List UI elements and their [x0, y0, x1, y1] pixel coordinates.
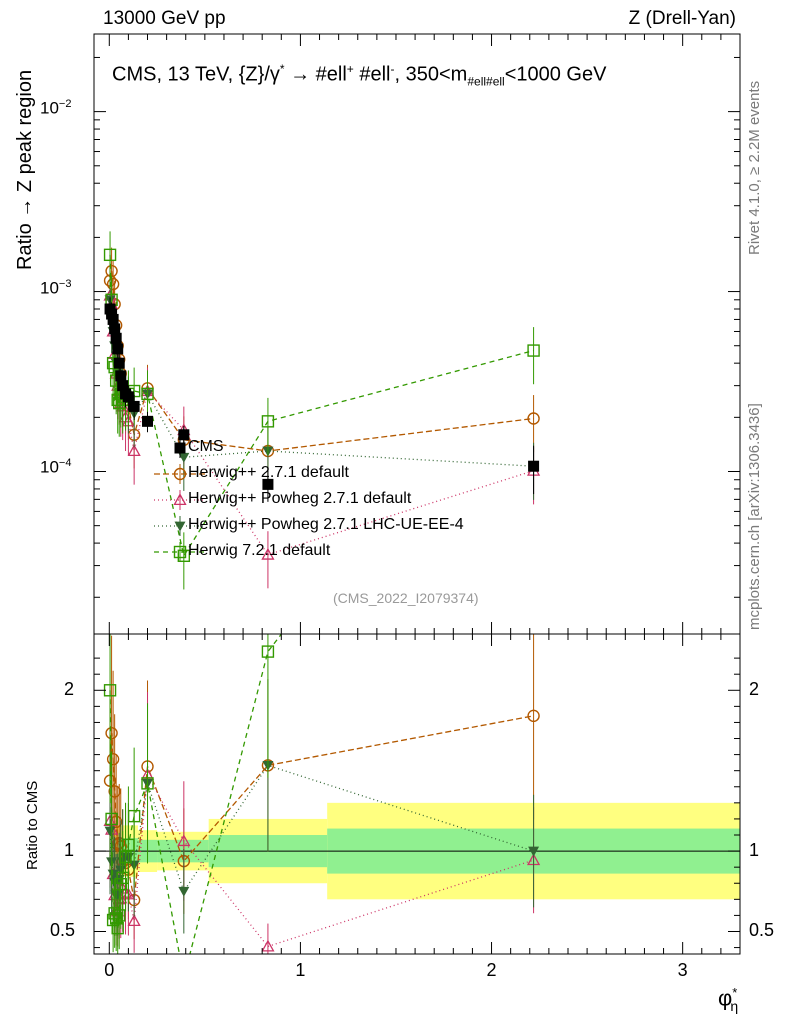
- ratio-point: [527, 709, 540, 723]
- energy-label: 13000 GeV pp: [103, 8, 226, 29]
- data-point: [110, 332, 122, 344]
- data-point: [261, 415, 275, 428]
- plot-title: CMS, 13 TeV, {Z}/γ* → #ell+ #ell-, 350<m…: [112, 62, 607, 89]
- ratio-point: [127, 914, 141, 927]
- data-point: [261, 547, 275, 560]
- plot-frames: [93, 33, 741, 955]
- ratio-point: [119, 850, 132, 864]
- data-point: [141, 387, 154, 401]
- data-point: [528, 460, 540, 472]
- ratio-point: [108, 785, 121, 798]
- data-point: [112, 343, 124, 355]
- ratio-y-tick-label: 0.5: [50, 920, 76, 941]
- x-tick-label: 0: [104, 960, 115, 980]
- process-label: Z (Drell-Yan): [628, 8, 736, 29]
- data-point: [113, 396, 126, 410]
- main-y-tick-label: 10−2: [40, 97, 72, 118]
- series-line: [109, 270, 534, 452]
- analysis-watermark: (CMS_2022_I2079374): [333, 590, 479, 606]
- ratio-point: [261, 939, 275, 952]
- data-point: [122, 391, 134, 403]
- legend-label-powheg-default: Herwig++ Powheg 2.7.1 default: [188, 490, 412, 507]
- ratio-point: [109, 815, 123, 829]
- ratio-y-tick-label-right: 1: [749, 840, 760, 861]
- x-axis-label: φ*η: [718, 985, 739, 1014]
- ratio-y-tick-label: 2: [64, 679, 75, 700]
- data-point: [178, 452, 190, 463]
- data-point: [178, 429, 190, 441]
- ratio-y-tick-label-right: 0.5: [749, 920, 775, 941]
- legend-label-herwig7: Herwig 7.2.1 default: [188, 542, 331, 559]
- legend-marker: [174, 442, 186, 454]
- data-point: [109, 323, 121, 335]
- data-point: [142, 415, 154, 427]
- main-plot-layer: [103, 231, 541, 590]
- ratio-point: [127, 809, 141, 823]
- ratio-point: [109, 912, 123, 925]
- ratio-point: [178, 886, 190, 897]
- main-y-axis-label: Ratio → Z peak region: [14, 69, 36, 270]
- ratio-point: [111, 921, 124, 935]
- legend-label-herwig-default: Herwig++ 2.7.1 default: [188, 464, 349, 481]
- ratio-series-line: [109, 764, 534, 896]
- legend-marker: [174, 521, 186, 532]
- data-point: [107, 313, 119, 325]
- data-point: [128, 400, 140, 412]
- data-point: [106, 277, 120, 291]
- legend-marker: [173, 467, 187, 481]
- data-point: [117, 380, 129, 392]
- mcplots-label: mcplots.cern.ch [arXiv:1306.3436]: [746, 403, 763, 630]
- data-point: [115, 370, 127, 382]
- series-line: [109, 254, 534, 558]
- ratio-point: [178, 972, 189, 983]
- ratio-y-tick-label: 1: [64, 840, 75, 861]
- rivet-version-label: Rivet 4.1.0, ≥ 2.2M events: [746, 80, 763, 255]
- series-line: [109, 299, 534, 467]
- legend-label-cms: CMS: [188, 438, 224, 455]
- ratio-y-tick-label-right: 2: [749, 679, 760, 700]
- ratio-y-axis-label: Ratio to CMS: [24, 780, 41, 870]
- legend-marker: [173, 545, 187, 559]
- ratio-point: [105, 726, 118, 740]
- data-point: [177, 549, 191, 563]
- ratio-plot-frame: [93, 633, 741, 955]
- x-tick-label: 3: [677, 960, 688, 980]
- x-tick-label: 1: [295, 960, 306, 980]
- legend: [154, 438, 206, 562]
- ratio-point: [105, 812, 118, 826]
- ratio-point: [141, 777, 154, 790]
- data-point: [262, 478, 274, 490]
- ratio-point: [106, 752, 120, 766]
- data-point: [113, 357, 125, 369]
- data-point: [127, 444, 141, 457]
- x-tick-label: 2: [486, 960, 497, 980]
- data-point: [527, 344, 540, 357]
- ratio-uncertainty-bands: [94, 802, 740, 900]
- ratio-point: [261, 645, 275, 658]
- ratio-point: [528, 846, 540, 857]
- legend-marker: [173, 493, 187, 506]
- ratio-series-line: [109, 634, 283, 954]
- legend-label-powheg-lhc-ue: Herwig++ Powheg 2.7.1 LHC-UE-EE-4: [188, 516, 464, 533]
- main-y-tick-label: 10−3: [40, 277, 72, 298]
- data-point: [103, 248, 117, 262]
- ratio-plot-layer: [103, 300, 541, 983]
- ratio-point: [528, 300, 539, 311]
- ratio-point: [177, 834, 191, 847]
- main-y-tick-label: 10−4: [40, 457, 72, 478]
- ratio-point: [113, 909, 126, 922]
- ratio-point: [114, 877, 127, 891]
- data-point: [527, 412, 540, 425]
